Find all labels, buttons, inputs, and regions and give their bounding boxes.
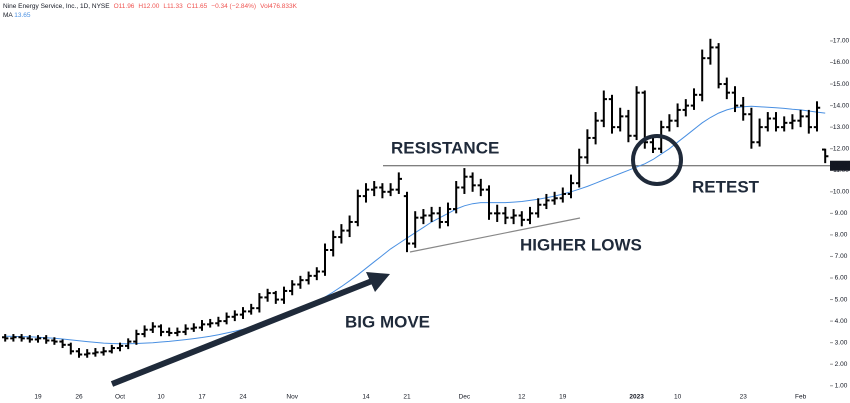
x-tick-label: Feb — [795, 394, 807, 401]
x-tick-label: 12 — [518, 394, 526, 401]
y-tick-label: 5.00 — [835, 296, 848, 303]
plot-area — [2, 38, 830, 358]
y-tick-label: 16.00 — [833, 59, 850, 66]
y-tick-label: 15.00 — [833, 81, 850, 88]
header-item: Vol476.833K — [260, 3, 298, 10]
x-tick-label: 19 — [559, 394, 567, 401]
header-item: Nine Energy Service, Inc., 1D, NYSE — [3, 3, 110, 10]
header-item: L11.33 — [163, 3, 183, 10]
y-tick-label: 4.00 — [835, 318, 848, 325]
x-tick-label: Nov — [286, 394, 298, 401]
ma-legend: MA 13.65 — [3, 12, 31, 19]
header-item: C11.65 — [187, 3, 208, 10]
ma-name: MA — [3, 12, 13, 19]
x-tick-label: 23 — [740, 394, 748, 401]
x-tick-label: Dec — [459, 394, 471, 401]
annotation: RETEST — [692, 177, 760, 196]
y-tick-label: 14.00 — [833, 102, 850, 109]
y-tick-label: 17.00 — [833, 38, 850, 45]
higher-lows-line — [409, 217, 581, 253]
y-tick-label: 3.00 — [835, 339, 848, 346]
header-item: O11.96 — [114, 3, 135, 10]
x-tick-label: 2023 — [629, 394, 644, 401]
y-tick-label: 2.00 — [835, 361, 848, 368]
y-tick-label: 1.00 — [835, 382, 848, 389]
annotation: HIGHER LOWS — [520, 235, 642, 254]
y-tick-label: 9.00 — [835, 210, 848, 217]
x-tick-label: 10 — [157, 394, 165, 401]
x-tick-label: 10 — [674, 394, 682, 401]
y-tick-label: 8.00 — [835, 232, 848, 239]
y-tick-label: 12.00 — [833, 145, 850, 152]
x-tick-label: 21 — [403, 394, 411, 401]
x-tick-label: 19 — [34, 394, 42, 401]
x-tick-label: 17 — [198, 394, 206, 401]
header-item: −0.34 (−2.84%) — [211, 3, 256, 10]
y-tick-label: 13.00 — [833, 124, 850, 131]
annotation: BIG MOVE — [345, 312, 430, 331]
annotation: RESISTANCE — [391, 138, 499, 157]
header-item: H12.00 — [138, 3, 159, 10]
arrow-head — [366, 272, 390, 292]
y-tick-label: 10.00 — [833, 189, 850, 196]
y-tick-label: 7.00 — [835, 253, 848, 260]
x-tick-label: Oct — [115, 394, 125, 401]
header: Nine Energy Service, Inc., 1D, NYSE O11.9… — [3, 3, 298, 10]
big-move-arrow — [110, 278, 374, 387]
retest-circle — [631, 134, 683, 186]
price-tag-label: 11.21 — [832, 162, 848, 169]
ma-value: 13.65 — [14, 12, 31, 19]
price-axis — [830, 0, 850, 403]
x-tick-label: 26 — [75, 394, 83, 401]
x-tick-label: 14 — [362, 394, 370, 401]
price-tag — [830, 160, 850, 171]
x-tick-label: 24 — [239, 394, 247, 401]
y-tick-label: 6.00 — [835, 275, 848, 282]
